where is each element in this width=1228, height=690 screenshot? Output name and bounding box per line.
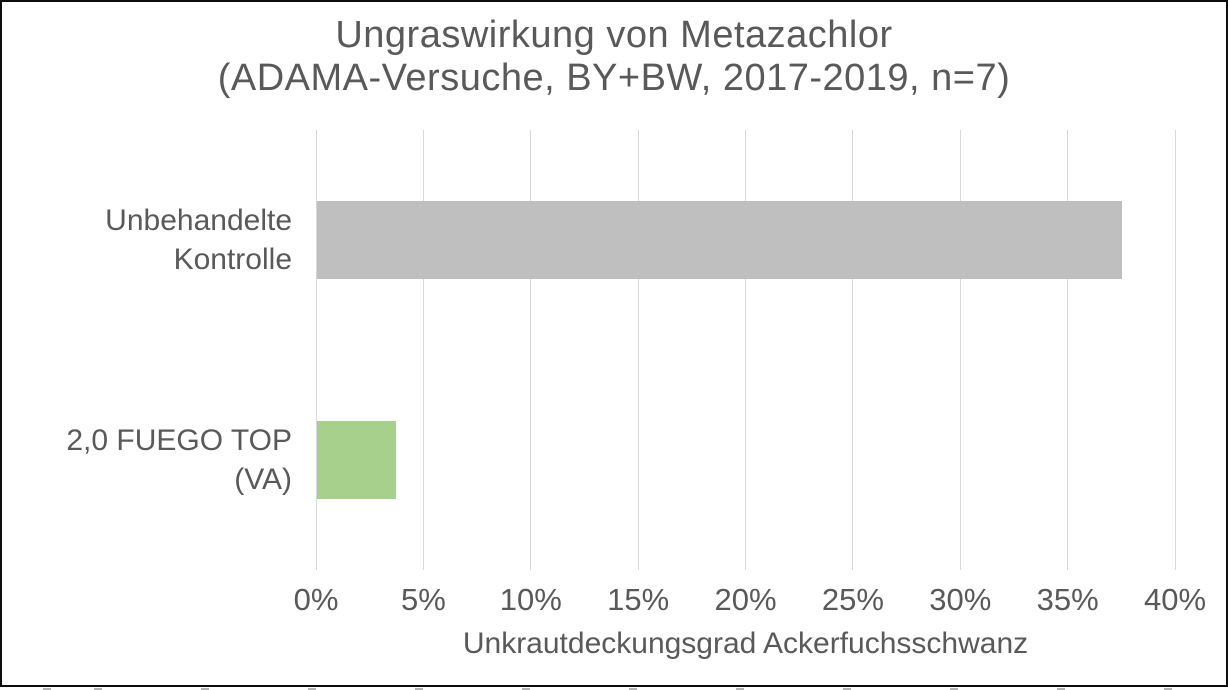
chart-title: Ungraswirkung von Metazachlor bbox=[335, 14, 893, 56]
gridline-0 bbox=[315, 130, 317, 570]
x-tick-label-0: 0% bbox=[293, 582, 339, 617]
gridline-40 bbox=[1174, 130, 1176, 570]
x-tick-label-40: 40% bbox=[1143, 582, 1207, 617]
bar-fuego-top bbox=[317, 421, 397, 499]
chart-subtitle: (ADAMA-Versuche, BY+BW, 2017-2019, n=7) bbox=[217, 57, 1011, 99]
x-tick-label-5: 5% bbox=[400, 582, 446, 617]
category-axis-labels: Unbehandelte Kontrolle 2,0 FUEGO TOP (VA) bbox=[6, 130, 292, 570]
gridline-25 bbox=[852, 130, 854, 570]
gridline-35 bbox=[1067, 130, 1069, 570]
cropped-dashed-line bbox=[0, 688, 1228, 690]
x-tick-label-15: 15% bbox=[607, 582, 670, 617]
x-tick-label-10: 10% bbox=[499, 582, 562, 617]
gridline-20 bbox=[745, 130, 746, 570]
x-axis-tick-labels: 0% 5% 10% 15% 20% 25% 30% 35% 40% bbox=[0, 584, 1228, 620]
gridline-30 bbox=[959, 130, 961, 570]
bar-unbehandelte-kontrolle bbox=[317, 201, 1123, 279]
category-label: 2,0 FUEGO TOP (VA) bbox=[66, 424, 292, 496]
gridline-10 bbox=[530, 130, 532, 570]
x-tick-label-25: 25% bbox=[821, 582, 884, 617]
x-axis-title: Unkrautdeckungsgrad Ackerfuchsschwanz bbox=[462, 627, 1029, 660]
x-tick-label-20: 20% bbox=[714, 582, 777, 617]
gridline-5 bbox=[422, 130, 424, 570]
category-label: Unbehandelte Kontrolle bbox=[105, 204, 292, 276]
x-tick-label-30: 30% bbox=[929, 582, 992, 617]
gridline-15 bbox=[637, 130, 639, 570]
plot-area bbox=[315, 130, 1176, 570]
x-tick-label-35: 35% bbox=[1036, 582, 1099, 617]
